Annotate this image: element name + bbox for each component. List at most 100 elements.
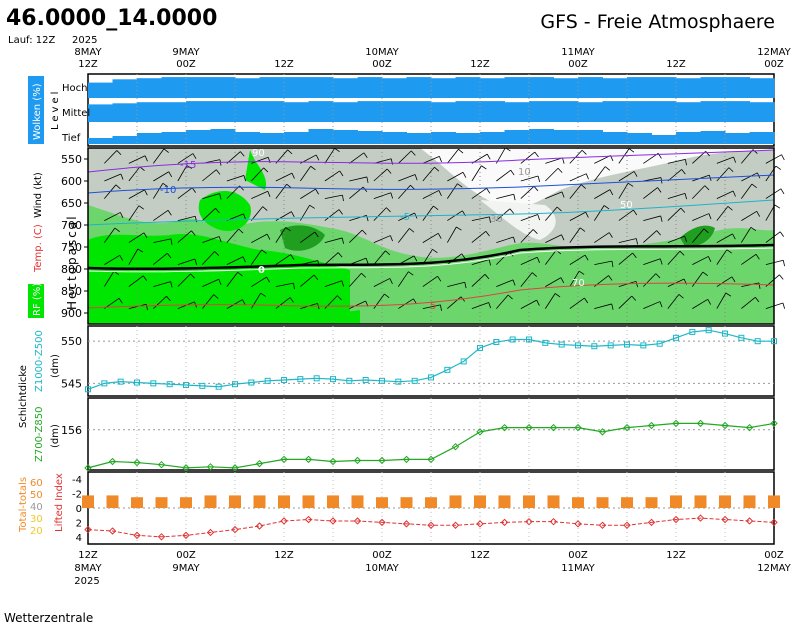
thickness-point — [304, 455, 313, 464]
thickness-point — [232, 381, 238, 388]
cloud-bands — [88, 77, 775, 144]
thickness-point — [722, 330, 728, 337]
li-point — [574, 520, 582, 528]
wind-barb — [177, 258, 196, 265]
tt-bar — [719, 495, 731, 508]
wind-barb — [177, 153, 194, 164]
wind-barb — [275, 282, 294, 287]
wind-barb — [226, 175, 245, 182]
cloud-cell-tief — [210, 129, 236, 144]
wind-barb-flag — [120, 173, 124, 180]
wind-barb — [177, 165, 188, 182]
wind-barb-flag — [533, 186, 539, 192]
cloud-cell-hoch — [725, 77, 750, 98]
wind-barb — [520, 229, 534, 243]
wind-barb-flag — [293, 283, 295, 290]
wind-barb-flag — [775, 165, 782, 170]
wind-barb — [593, 205, 605, 221]
wind-barb-flag — [579, 227, 586, 232]
cloud-cell-mittel — [700, 101, 726, 122]
bottom-axis-day: 8MAY — [74, 563, 102, 574]
wind-barb-flag — [655, 273, 661, 279]
wind-barb — [226, 185, 240, 199]
wind-barb-flag — [337, 252, 343, 258]
wind-barb — [496, 236, 514, 243]
cloud-cell-hoch — [553, 78, 579, 98]
li-label: Lifted Index — [54, 473, 65, 532]
wind-barb — [275, 183, 287, 199]
wind-barb — [520, 175, 539, 182]
cloud-cell-tief — [504, 130, 530, 144]
wind-barb-flag — [537, 175, 541, 182]
wind-barb-flag — [560, 277, 565, 284]
cloud-cell-hoch — [284, 77, 309, 98]
cloud-level-high: Hoch — [62, 83, 87, 94]
wind-barb — [520, 186, 535, 199]
wind-barb — [226, 271, 238, 287]
bottom-axis-hour: 12Z — [78, 550, 98, 561]
wind-barb-flag — [366, 176, 369, 183]
wind-barb — [250, 292, 261, 309]
wind-barb-flag — [584, 297, 589, 304]
wind-barb — [594, 232, 610, 243]
tt-bar — [376, 497, 388, 508]
wind-barb — [153, 148, 165, 164]
pressure-tick-label: 650 — [61, 197, 82, 210]
wind-barb — [594, 260, 613, 265]
wind-barb — [177, 187, 193, 199]
tt-tick-label: 30 — [30, 514, 43, 525]
wind-barb-flag — [507, 294, 513, 300]
wind-barb-flag — [632, 252, 637, 258]
wind-barb — [716, 156, 734, 164]
wind-barb — [569, 227, 581, 243]
thickness-lower-panel: 156 Z700-Z850 (dm) — [34, 397, 778, 472]
tt-bar — [155, 497, 168, 508]
wind-barb-flag — [635, 281, 639, 288]
wind-barb-flag — [581, 149, 587, 155]
wind-barb-flag — [732, 190, 736, 197]
cloud-cell-mittel — [88, 104, 113, 122]
cloud-cell-hoch — [504, 77, 530, 98]
thickness-point — [673, 334, 679, 341]
wind-barb-flag — [390, 235, 393, 242]
thickness-point — [199, 382, 206, 389]
li-point — [427, 521, 435, 529]
tt-bar — [204, 495, 217, 508]
tt-bar — [106, 495, 119, 508]
cloud-cell-hoch — [235, 78, 260, 98]
wind-barb — [373, 235, 391, 243]
cloud-cell-mittel — [725, 101, 750, 122]
wind-barb-flag — [656, 230, 661, 236]
wind-barb-flag — [337, 295, 342, 301]
wind-barb-flag — [633, 209, 638, 216]
thickness-point — [558, 341, 565, 348]
wind-barb — [447, 210, 463, 221]
wind-barb-flag — [684, 159, 687, 166]
wind-barb — [643, 187, 658, 199]
cloud-cell-tief — [651, 135, 677, 144]
wind-barb-flag — [194, 258, 198, 265]
wind-barb-flag — [115, 184, 121, 190]
wind-barb — [128, 166, 141, 182]
wind-barb-flag — [413, 255, 418, 262]
li-point — [304, 515, 313, 524]
bottom-axis-day: 12MAY — [757, 563, 791, 574]
wind-barb-flag — [705, 151, 710, 157]
wind-barb — [716, 206, 729, 221]
cloud-cell-tief — [480, 132, 505, 144]
wind-barb-flag — [384, 293, 390, 299]
rh-saturated-cell — [198, 190, 251, 231]
li-point — [476, 520, 484, 528]
tt-bar — [621, 497, 633, 508]
wind-barb — [324, 209, 340, 221]
rh-label-30: 30 — [490, 214, 503, 225]
bottom-axis-day: 11MAY — [561, 563, 595, 574]
wind-barb — [422, 232, 439, 243]
cloud-cell-mittel — [651, 101, 677, 122]
wind-barb-flag — [437, 276, 442, 282]
atmosphere-panel: -15 -10 -5 0 5 90 70 50 30 10 5506006507… — [28, 147, 786, 325]
wind-barb-flag — [167, 253, 172, 259]
isotherm-zero-inner — [87, 247, 775, 273]
wind-barb-flag — [310, 165, 316, 171]
